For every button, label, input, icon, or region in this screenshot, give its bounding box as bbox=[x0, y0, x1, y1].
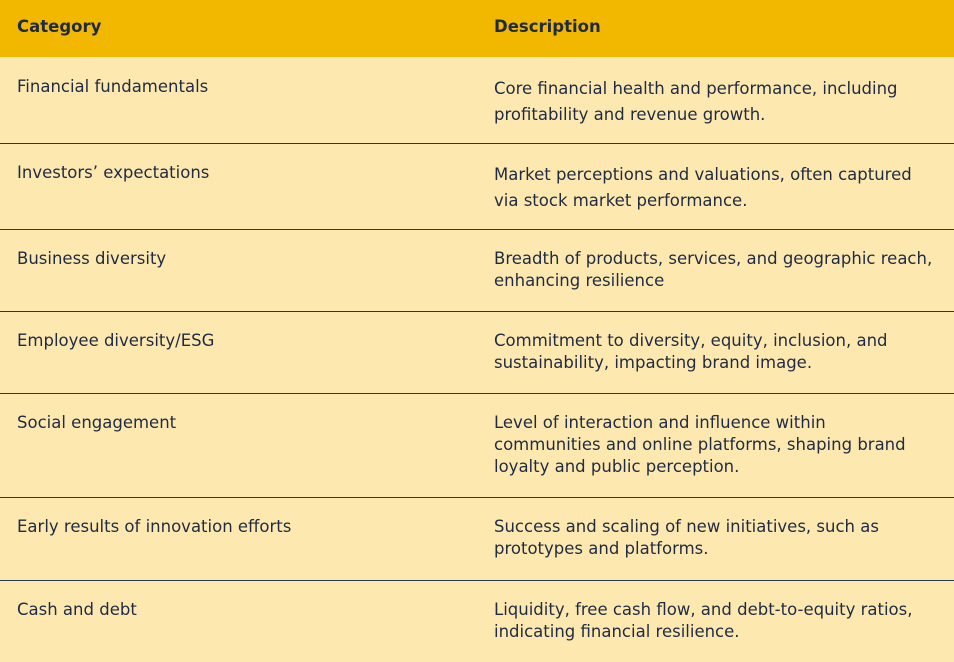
row-description: Success and scaling of new initiatives, … bbox=[494, 517, 879, 558]
header-description: Description bbox=[494, 17, 601, 36]
row-category: Social engagement bbox=[17, 413, 177, 432]
row-description: Level of interaction and influence withi… bbox=[494, 413, 906, 476]
row-description: Market perceptions and valuations, often… bbox=[494, 165, 912, 210]
table-row: Cash and debt Liquidity, free cash flow,… bbox=[0, 581, 954, 662]
row-description: Commitment to diversity, equity, inclusi… bbox=[494, 331, 888, 372]
row-category: Employee diversity/ESG bbox=[17, 331, 215, 350]
table-row: Financial fundamentals Core financial he… bbox=[0, 57, 954, 144]
row-description: Breadth of products, services, and geogr… bbox=[494, 249, 933, 290]
table-row: Investors’ expectations Market perceptio… bbox=[0, 144, 954, 230]
row-description: Liquidity, free cash flow, and debt-to-e… bbox=[494, 600, 913, 641]
row-category: Financial fundamentals bbox=[17, 77, 209, 96]
table-header: Category Description bbox=[0, 0, 954, 57]
row-category: Business diversity bbox=[17, 249, 167, 268]
row-category: Investors’ expectations bbox=[17, 163, 210, 182]
row-description: Core financial health and performance, i… bbox=[494, 79, 898, 124]
table-row: Employee diversity/ESG Commitment to div… bbox=[0, 312, 954, 394]
row-category: Cash and debt bbox=[17, 600, 137, 619]
table-row: Early results of innovation efforts Succ… bbox=[0, 498, 954, 581]
row-category: Early results of innovation efforts bbox=[17, 517, 292, 536]
header-category: Category bbox=[17, 17, 102, 36]
table-row: Social engagement Level of interaction a… bbox=[0, 394, 954, 498]
table-row: Business diversity Breadth of products, … bbox=[0, 230, 954, 312]
